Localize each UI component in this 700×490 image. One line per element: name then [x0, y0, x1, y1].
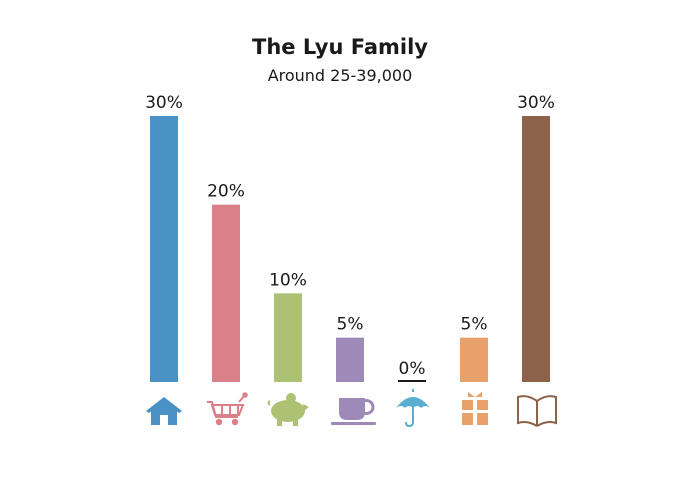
bars-group: [150, 116, 550, 382]
gift-icon: [462, 392, 488, 425]
value-label-shopping: 20%: [207, 182, 245, 202]
value-label-food-drink: 5%: [337, 315, 364, 335]
book-icon: [517, 395, 557, 427]
shopping-cart-icon: [207, 392, 248, 426]
bar-housing: [150, 116, 178, 382]
value-labels-group: 30% 20% 10% 5% 0% 5% 30%: [145, 93, 555, 379]
bar-food-drink: [336, 337, 364, 382]
value-label-education: 30%: [517, 93, 555, 113]
value-label-gifts: 5%: [461, 315, 488, 335]
bar-savings: [274, 293, 302, 382]
value-label-savings: 10%: [269, 270, 307, 290]
coffee-cup-icon: [331, 398, 376, 425]
value-label-insurance: 0%: [399, 359, 426, 379]
house-icon: [146, 397, 182, 425]
bar-insurance: [398, 380, 426, 382]
chart-title: The Lyu Family: [252, 35, 428, 59]
bar-gifts: [460, 337, 488, 382]
bar-shopping: [212, 204, 240, 382]
bar-education: [522, 116, 550, 382]
umbrella-icon: [396, 389, 430, 428]
value-label-housing: 30%: [145, 93, 183, 113]
piggy-bank-icon: [267, 393, 309, 426]
chart-subtitle: Around 25-39,000: [268, 66, 413, 85]
